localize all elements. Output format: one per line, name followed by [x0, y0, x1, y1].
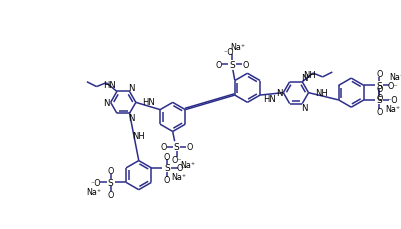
Text: NH: NH [302, 71, 315, 80]
Text: O: O [375, 85, 382, 93]
Text: NH: NH [131, 132, 144, 141]
Text: O: O [107, 166, 113, 175]
Text: S: S [376, 82, 381, 90]
Text: Na⁺: Na⁺ [388, 73, 401, 82]
Text: O: O [215, 60, 221, 69]
Text: S: S [164, 164, 169, 173]
Text: N: N [103, 98, 109, 107]
Text: N: N [300, 104, 307, 112]
Text: O: O [375, 70, 382, 79]
Text: O⁻: O⁻ [171, 155, 182, 164]
Text: O: O [107, 190, 113, 199]
Text: HN: HN [263, 95, 275, 104]
Text: HN: HN [142, 97, 155, 106]
Text: N: N [128, 84, 135, 93]
Text: S: S [229, 60, 234, 69]
Text: O: O [375, 108, 382, 117]
Text: Na⁺: Na⁺ [180, 160, 195, 169]
Text: S: S [107, 178, 113, 187]
Text: HN: HN [103, 80, 116, 89]
Text: NH: NH [314, 89, 327, 98]
Text: Na⁺: Na⁺ [170, 172, 186, 181]
Text: O: O [163, 175, 170, 184]
Text: O⁻: O⁻ [387, 82, 397, 90]
Text: Na⁺: Na⁺ [230, 43, 245, 52]
Text: N: N [275, 89, 282, 98]
Text: ⁻O: ⁻O [91, 178, 101, 187]
Text: ⁻O: ⁻O [223, 48, 234, 57]
Text: Na⁺: Na⁺ [86, 187, 101, 196]
Text: O: O [375, 93, 382, 102]
Text: N: N [128, 113, 135, 122]
Text: ⁻O: ⁻O [387, 96, 397, 105]
Text: Na⁺: Na⁺ [385, 105, 399, 114]
Text: N: N [300, 74, 307, 83]
Text: O: O [186, 143, 192, 152]
Text: S: S [376, 96, 381, 105]
Text: O: O [242, 60, 248, 69]
Text: O: O [160, 143, 167, 152]
Text: O⁻: O⁻ [176, 164, 186, 173]
Text: S: S [173, 143, 179, 152]
Text: O: O [163, 152, 170, 161]
